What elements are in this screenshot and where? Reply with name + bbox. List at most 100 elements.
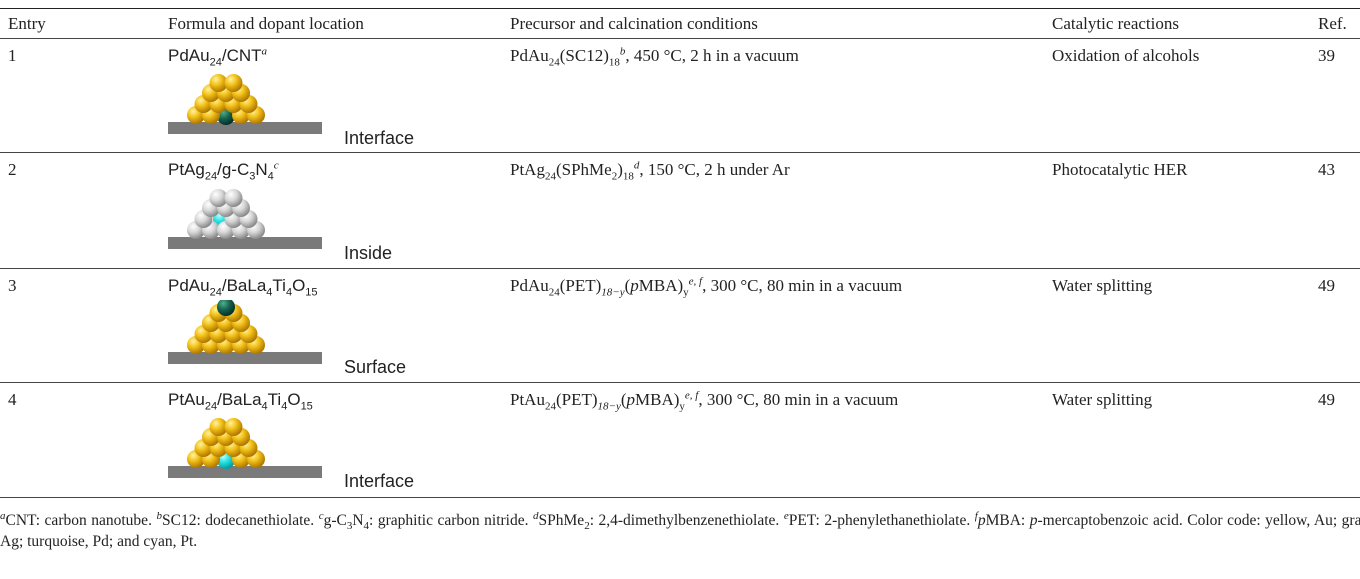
dopant-location: Surface <box>344 357 407 377</box>
sub: 4 <box>281 400 288 413</box>
t: MBA) <box>635 390 680 409</box>
precursor: PtAg24(SPhMe2)18d, 150 °C, 2 h under Ar <box>510 160 790 183</box>
note: MBA: <box>985 512 1030 529</box>
note: SC12: dodecanethiolate. <box>161 512 315 529</box>
formula: PtAg24/g-C3N4c <box>168 159 279 183</box>
note-mark: f <box>974 509 978 522</box>
sub: 4 <box>285 286 293 299</box>
sub: 24 <box>204 400 218 413</box>
t: O <box>292 276 306 295</box>
atom <box>224 189 243 207</box>
sub: 3 <box>346 520 353 533</box>
t: (PET) <box>555 390 598 409</box>
cluster-illustration <box>168 74 322 134</box>
note: -mercaptobenzoic acid. <box>1037 512 1183 529</box>
sub: 18 <box>608 56 620 69</box>
t: Ti <box>267 390 282 409</box>
atom <box>209 189 228 207</box>
t: PdAu <box>510 46 549 65</box>
t: PtAg <box>510 160 545 179</box>
formula: PdAu24/CNTa <box>168 45 268 69</box>
atom <box>209 418 228 436</box>
t: p <box>630 276 639 295</box>
top-rule <box>0 8 1360 9</box>
note-mark: c <box>318 509 324 522</box>
sub: 24 <box>544 170 556 183</box>
t: /CNT <box>221 46 262 65</box>
t: PdAu <box>168 46 210 65</box>
t: /BaLa <box>217 390 262 409</box>
header-rule <box>0 38 1360 39</box>
t: (SPhMe <box>555 160 612 179</box>
t: PtAg <box>168 160 205 179</box>
note-mark: d <box>533 509 539 522</box>
support <box>168 466 322 478</box>
atom <box>224 418 243 436</box>
t: PdAu <box>510 276 549 295</box>
entry: 2 <box>8 160 17 179</box>
note: PET: 2-phenylethanethiolate. <box>788 512 971 529</box>
sub: 24 <box>209 56 222 69</box>
reaction: Photocatalytic HER <box>1052 160 1188 179</box>
cluster-illustration <box>168 189 322 249</box>
row-rule <box>0 268 1360 269</box>
row-rule <box>0 382 1360 383</box>
footnotes: aCNT: carbon nanotube. bSC12: dodecaneth… <box>0 510 1360 552</box>
sub: 2 <box>611 170 618 183</box>
formula: PtAu24/BaLa4Ti4O15 <box>168 390 313 413</box>
t: (SC12) <box>559 46 609 65</box>
sub: 4 <box>261 400 268 413</box>
bottom-rule <box>0 497 1360 498</box>
t: PtAu <box>168 390 205 409</box>
sub: 18−y <box>597 400 621 413</box>
t: ( <box>620 390 627 409</box>
t: , 450 °C, 2 h in a vacuum <box>625 46 799 65</box>
sub: 4 <box>267 170 274 183</box>
entry: 3 <box>8 276 17 295</box>
note: N <box>352 512 364 529</box>
note: CNT: carbon nanotube. <box>5 512 152 529</box>
note: e, f <box>684 389 699 402</box>
t: (PET) <box>559 276 602 295</box>
sub: 15 <box>305 286 318 299</box>
header: Precursor and calcination conditions <box>510 14 758 33</box>
row-rule <box>0 152 1360 153</box>
header: Formula and dopant location <box>168 14 364 33</box>
sub: 24 <box>204 170 218 183</box>
sub: 15 <box>300 400 313 413</box>
header: Catalytic reactions <box>1052 14 1179 33</box>
sub: 24 <box>548 286 560 299</box>
sub: 18−y <box>601 286 625 299</box>
entry: 4 <box>8 390 17 409</box>
cluster-illustration <box>168 300 322 364</box>
note-mark: b <box>156 509 162 522</box>
t: p <box>626 390 636 409</box>
t: N <box>255 160 268 179</box>
t: /BaLa <box>221 276 267 295</box>
t: MBA) <box>638 276 684 295</box>
dopant-atom <box>217 300 235 316</box>
note: a <box>261 45 268 58</box>
entry: 1 <box>8 46 17 65</box>
precursor: PdAu24(PET)18−y(pMBA)ye, f, 300 °C, 80 m… <box>510 275 903 299</box>
note: p <box>1029 512 1038 529</box>
ref: 49 <box>1318 390 1335 409</box>
sub: 4 <box>363 520 370 533</box>
t: , 300 °C, 80 min in a vacuum <box>698 390 899 409</box>
dopant-location: Interface <box>344 128 415 148</box>
note: p <box>977 512 986 529</box>
t: PtAu <box>510 390 545 409</box>
header: Ref. <box>1318 14 1347 33</box>
t: ) <box>617 160 623 179</box>
ref: 39 <box>1318 46 1335 65</box>
color-code: Color code: yellow, Au; gray, Ag; turquo… <box>0 512 1360 550</box>
sub: 18 <box>622 170 634 183</box>
note: e, f <box>688 275 703 288</box>
sub: 2 <box>584 520 590 533</box>
note: b <box>619 45 626 58</box>
note: : 2,4-dimethylbenzenethiolate. <box>589 512 780 529</box>
t: , 300 °C, 80 min in a vacuum <box>702 276 903 295</box>
note: c <box>273 159 279 172</box>
note-mark: a <box>0 509 6 522</box>
support <box>168 122 322 134</box>
